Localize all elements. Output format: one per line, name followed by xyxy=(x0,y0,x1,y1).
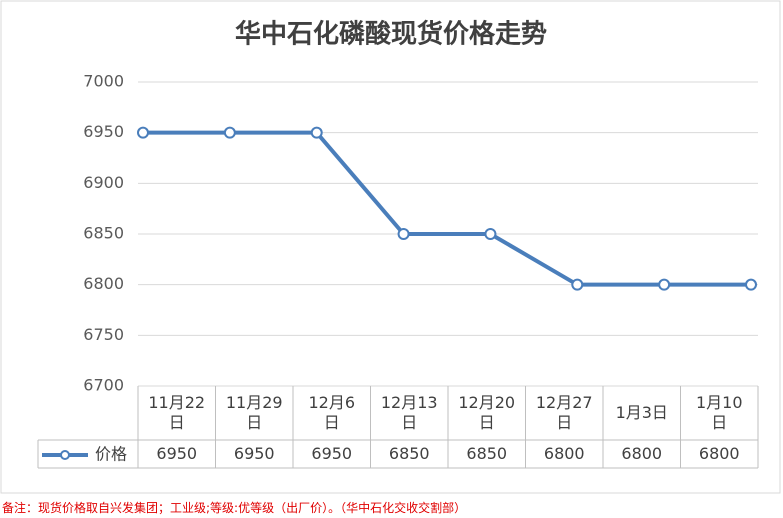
x-tick-label: 12月6日 xyxy=(293,386,371,440)
x-tick-label: 11月22日 xyxy=(138,386,216,440)
data-point xyxy=(223,126,236,139)
y-tick-label: 6950 xyxy=(83,122,124,141)
x-tick-label-text: 11月29日 xyxy=(225,393,283,432)
legend-marker xyxy=(60,450,70,460)
x-tick-label-text: 11月22日 xyxy=(148,393,206,432)
x-tick-label: 1月10日 xyxy=(681,386,759,440)
value-label-text: 6800 xyxy=(621,444,663,463)
x-tick-label-text: 12月27日 xyxy=(535,393,593,432)
value-label-text: 6800 xyxy=(698,444,740,463)
series-line xyxy=(143,130,751,287)
y-tick-label: 7000 xyxy=(83,72,124,91)
value-label: 6800 xyxy=(681,440,759,468)
value-label-text: 6850 xyxy=(388,444,430,463)
data-point xyxy=(571,278,584,291)
data-point xyxy=(397,228,410,240)
legend-label: 价格 xyxy=(95,445,127,464)
y-tick-label: 6750 xyxy=(83,325,124,344)
x-tick-label: 12月13日 xyxy=(371,386,449,440)
footnote: 备注：现货价格取自兴发集团；工业级;等级:优等级（出厂价）。（华中石化交收交割部… xyxy=(2,501,467,515)
x-tick-label-text: 12月20日 xyxy=(458,393,516,432)
value-label-text: 6950 xyxy=(233,444,275,463)
y-tick-label: 6700 xyxy=(83,376,124,395)
chart-border xyxy=(0,0,781,494)
x-tick-label: 11月29日 xyxy=(216,386,294,440)
value-label: 6800 xyxy=(603,440,681,468)
x-tick-label: 12月20日 xyxy=(448,386,526,440)
y-tick-label: 6850 xyxy=(83,224,124,243)
value-label: 6950 xyxy=(216,440,294,468)
data-point xyxy=(484,228,497,240)
y-tick-label: 6800 xyxy=(83,274,124,293)
value-label-text: 6800 xyxy=(543,444,585,463)
value-label-text: 6850 xyxy=(466,444,508,463)
x-tick-label: 12月27日 xyxy=(526,386,604,440)
value-label: 6850 xyxy=(371,440,449,468)
data-point xyxy=(658,278,671,291)
x-tick-label-text: 1月3日 xyxy=(615,403,668,422)
value-label: 6950 xyxy=(293,440,371,468)
value-label: 6800 xyxy=(526,440,604,468)
data-point xyxy=(745,278,757,291)
value-label-text: 6950 xyxy=(311,444,353,463)
x-tick-label-text: 12月13日 xyxy=(380,393,438,432)
data-point xyxy=(310,126,323,139)
y-tick-label: 6900 xyxy=(83,173,124,192)
x-tick-label: 1月3日 xyxy=(603,386,681,440)
x-tick-label-text: 1月10日 xyxy=(695,393,743,432)
x-tick-label-text: 12月6日 xyxy=(308,393,356,432)
value-label-text: 6950 xyxy=(156,444,198,463)
data-point xyxy=(137,126,149,139)
value-label: 6950 xyxy=(138,440,216,468)
value-label: 6850 xyxy=(448,440,526,468)
chart-title: 华中石化磷酸现货价格走势 xyxy=(235,19,547,50)
